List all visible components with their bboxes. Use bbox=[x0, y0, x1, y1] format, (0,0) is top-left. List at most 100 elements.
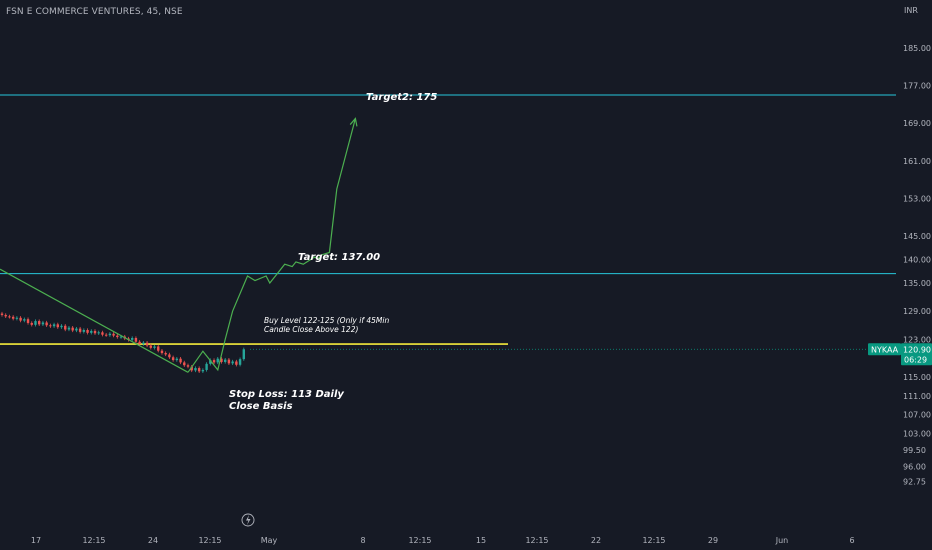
candle-body bbox=[56, 324, 59, 328]
x-tick-label: 22 bbox=[591, 536, 601, 545]
candle-body bbox=[90, 330, 93, 333]
candle-body bbox=[119, 336, 123, 338]
x-tick-label: 8 bbox=[360, 536, 365, 545]
y-tick-label: 145.00 bbox=[903, 232, 931, 241]
lightning-icon[interactable] bbox=[241, 513, 255, 527]
candles bbox=[0, 311, 245, 374]
projection-arrowhead bbox=[349, 117, 358, 127]
candle-body bbox=[153, 346, 156, 348]
candle-body bbox=[138, 341, 141, 345]
target2-annotation: Target2: 175 bbox=[366, 92, 437, 103]
candle-body bbox=[201, 369, 205, 372]
event-marker[interactable] bbox=[241, 513, 255, 527]
candle-body bbox=[142, 342, 145, 345]
candle-body bbox=[8, 316, 11, 318]
candle-body bbox=[15, 317, 19, 319]
candle-body bbox=[157, 346, 160, 351]
stop-loss-annotation-line1: Stop Loss: 113 Daily bbox=[229, 389, 344, 400]
candle-body bbox=[212, 360, 216, 363]
candle-body bbox=[41, 322, 45, 325]
candle-body bbox=[64, 325, 67, 330]
countdown-label: 06:29 bbox=[904, 355, 927, 364]
candle-body bbox=[49, 325, 52, 327]
y-tick-label: 161.00 bbox=[903, 157, 931, 166]
candle-body bbox=[97, 332, 100, 334]
candle-body bbox=[238, 359, 242, 365]
candle-body bbox=[60, 325, 63, 328]
stop-loss-annotation-line2: Close Basis bbox=[229, 401, 293, 412]
downtrend-line bbox=[0, 268, 189, 373]
x-tick-label: 6 bbox=[849, 536, 854, 545]
candle-body bbox=[224, 359, 227, 362]
candle-body bbox=[179, 358, 182, 363]
horizontal-levels bbox=[0, 94, 896, 350]
candle-body bbox=[26, 319, 30, 323]
current-price-label: 120.90 bbox=[903, 345, 931, 354]
candle-body bbox=[71, 327, 74, 331]
candle-body bbox=[194, 368, 197, 371]
ticker-badge-bg bbox=[868, 343, 901, 356]
candle-body bbox=[104, 334, 108, 336]
candle-body bbox=[183, 362, 186, 366]
candle-body bbox=[205, 363, 208, 370]
candle-body bbox=[67, 327, 71, 330]
projection-path bbox=[187, 118, 356, 373]
candle-body bbox=[164, 353, 167, 355]
candle-body bbox=[0, 313, 4, 315]
current-price-badge-bg bbox=[901, 343, 932, 366]
x-tick-label: 12:15 bbox=[82, 536, 105, 545]
y-axis[interactable]: 185.00 177.00 169.00 161.00 153.00 145.00 140.… bbox=[903, 44, 931, 487]
y-tick-label: 153.00 bbox=[903, 194, 931, 203]
x-tick-label: 12:15 bbox=[408, 536, 431, 545]
candle-body bbox=[227, 359, 231, 364]
y-tick-label: 92.75 bbox=[903, 478, 926, 487]
x-tick-label: 24 bbox=[148, 536, 158, 545]
candle-body bbox=[108, 333, 112, 336]
y-tick-label: 169.00 bbox=[903, 119, 931, 128]
y-tick-label: 135.00 bbox=[903, 279, 931, 288]
candle-body bbox=[235, 361, 238, 365]
candle-body bbox=[209, 360, 212, 364]
candle-body bbox=[112, 333, 115, 336]
candle-body bbox=[149, 345, 152, 348]
candle-body bbox=[131, 337, 134, 340]
candle-body bbox=[197, 368, 201, 372]
x-tick-label: 15 bbox=[476, 536, 486, 545]
candle-body bbox=[116, 335, 119, 338]
y-tick-label: 123.00 bbox=[903, 335, 931, 344]
buy-level-annotation-line1: Buy Level 122-125 (Only if 45Min bbox=[264, 316, 389, 325]
y-tick-label: 111.00 bbox=[903, 392, 931, 401]
x-axis[interactable]: 17 12:15 24 12:15 May 8 12:15 15 12:15 22 12:15 29 J… bbox=[31, 536, 855, 545]
candle-body bbox=[19, 317, 22, 321]
candle-body bbox=[45, 322, 48, 326]
candle-body bbox=[190, 366, 193, 371]
buy-level-annotation-line2: Candle Close Above 122) bbox=[264, 325, 358, 334]
x-tick-label: Jun bbox=[775, 536, 789, 545]
candle-body bbox=[75, 328, 78, 331]
candle-body bbox=[231, 361, 234, 364]
candle-body bbox=[145, 342, 149, 346]
candle-body bbox=[52, 324, 56, 327]
candle-body bbox=[216, 358, 219, 363]
y-tick-label: 140.00 bbox=[903, 256, 931, 265]
candle-body bbox=[160, 350, 164, 354]
target-annotation: Target: 137.00 bbox=[298, 252, 380, 263]
x-tick-label: 12:15 bbox=[198, 536, 221, 545]
candle-body bbox=[38, 321, 41, 325]
annotations: Target2: 175 Target: 137.00 Buy Level 12… bbox=[229, 92, 437, 412]
y-tick-label: 115.00 bbox=[903, 373, 931, 382]
y-tick-label: 177.00 bbox=[903, 82, 931, 91]
x-tick-label: 12:15 bbox=[642, 536, 665, 545]
drawings bbox=[0, 117, 358, 373]
candle-body bbox=[134, 337, 138, 342]
candle-body bbox=[30, 322, 33, 325]
candle-body bbox=[86, 330, 89, 333]
candle-body bbox=[168, 354, 171, 358]
y-tick-label: 107.00 bbox=[903, 411, 931, 420]
x-tick-label: 17 bbox=[31, 536, 41, 545]
y-tick-label: 99.50 bbox=[903, 446, 926, 455]
candle-body bbox=[34, 321, 37, 325]
candle-body bbox=[171, 357, 175, 361]
x-tick-label: 29 bbox=[708, 536, 718, 545]
